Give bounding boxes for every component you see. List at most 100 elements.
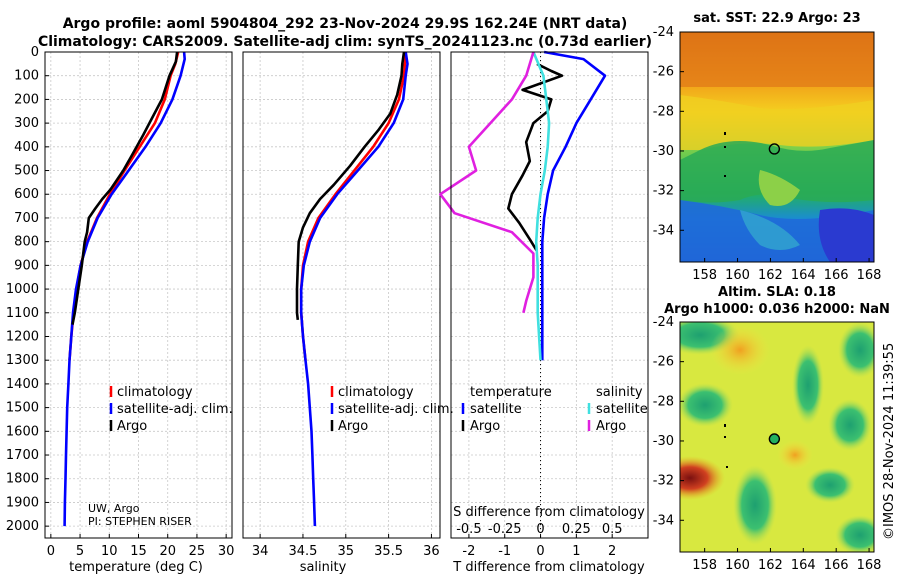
x-tick-label: 15 (130, 544, 147, 559)
x-tick-label: 20 (159, 544, 176, 559)
salinity-legend: climatology satellite-adj. clim. Argo (330, 385, 454, 434)
depth-tick-label: 1600 (6, 424, 39, 439)
series-climatology (299, 51, 407, 361)
panel-frame (242, 51, 441, 539)
legend-climatology-label: climatology (338, 385, 414, 400)
series-temperature-satellite (541, 50, 607, 361)
sla-map-title-1: Altim. SLA: 0.18 (718, 285, 836, 300)
lon-tick-label: 168 (857, 268, 882, 283)
salinity-axis-label: salinity (300, 560, 347, 575)
title-line-1: Argo profile: aoml 5904804_292 23-Nov-20… (63, 16, 628, 32)
depth-tick-label: 1800 (6, 472, 39, 487)
s-difference-tick-label: -0.5 (456, 522, 481, 537)
depth-tick-label: 1100 (6, 306, 39, 321)
legend-t-argo-label: Argo (470, 419, 500, 434)
depth-tick-label: 100 (14, 69, 39, 84)
lat-tick-label: -32 (653, 474, 674, 489)
depth-tick-label: 0 (31, 45, 39, 60)
s-difference-tick-label: 0.25 (562, 522, 591, 537)
sst-map-title: sat. SST: 22.9 Argo: 23 (693, 11, 860, 26)
panel-frame (450, 51, 649, 539)
x-tick-label: 1 (572, 544, 580, 559)
x-tick-label: 0 (47, 544, 55, 559)
sst-map: 158 160 162 164 166 168 -24 -26 -28 -30 -32 -34 (653, 25, 882, 283)
legend-satellite-label: satellite-adj. clim. (117, 402, 233, 417)
depth-tick-label: 1500 (6, 401, 39, 416)
lat-tick-label: -24 (653, 25, 674, 40)
lon-tick-label: 168 (857, 558, 882, 573)
lat-tick-label: -26 (653, 355, 674, 370)
x-tick-label: 35.5 (374, 544, 403, 559)
lon-tick-label: 162 (758, 268, 783, 283)
legend-argo-label: Argo (117, 419, 147, 434)
lat-tick-label: -30 (653, 144, 674, 159)
series-salinity-satellite (532, 51, 551, 361)
depth-tick-label: 500 (14, 164, 39, 179)
x-tick-label: 0 (536, 544, 544, 559)
s-difference-axis-label: S difference from climatology (453, 505, 645, 520)
series-satellite-adj-clim- (63, 51, 186, 527)
series-satellite-adj-clim- (299, 51, 409, 527)
lat-tick-label: -32 (653, 184, 674, 199)
depth-tick-label: 200 (14, 92, 39, 107)
lon-tick-label: 160 (725, 558, 750, 573)
x-tick-label: -1 (498, 544, 511, 559)
temperature-panel: 0 5 10 15 20 25 300100200300400500600700800900… (6, 45, 235, 559)
depth-tick-label: 1700 (6, 448, 39, 463)
depth-tick-label: 700 (14, 211, 39, 226)
argo-position-marker (768, 143, 781, 155)
s-difference-tick-label: 0.5 (602, 522, 623, 537)
credit-line-2: PI: STEPHEN RISER (88, 515, 192, 528)
legend-satellite-label: satellite-adj. clim. (338, 402, 454, 417)
x-tick-label: 30 (218, 544, 235, 559)
x-tick-label: 2 (608, 544, 616, 559)
lon-tick-label: 158 (692, 268, 717, 283)
legend-s-argo-label: Argo (596, 419, 626, 434)
x-tick-label: -2 (462, 544, 475, 559)
lat-tick-label: -26 (653, 65, 674, 80)
lon-tick-label: 162 (758, 558, 783, 573)
x-tick-label: 36 (423, 544, 440, 559)
sla-map: 158 160 162 164 166 168 -24 -26 -28 -30 -32 -34 (653, 315, 882, 573)
x-tick-label: 35 (338, 544, 355, 559)
depth-tick-label: 600 (14, 187, 39, 202)
series-argo (71, 51, 179, 325)
legend-argo-label: Argo (338, 419, 368, 434)
argo-position-marker (768, 433, 781, 445)
title-line-2: Climatology: CARS2009. Satellite-adj cli… (38, 34, 652, 50)
lat-tick-label: -28 (653, 104, 674, 119)
legend-climatology-label: climatology (117, 385, 193, 400)
imos-watermark: ©IMOS 28-Nov-2024 11:39:55 (882, 343, 897, 540)
legend-t-satellite-label: satellite (470, 402, 522, 417)
credit-line-1: UW, Argo (88, 502, 140, 515)
salinity-panel: 34 34.5 35 35.5 36 (242, 51, 441, 559)
lat-tick-label: -30 (653, 434, 674, 449)
lon-tick-label: 158 (692, 558, 717, 573)
s-difference-tick-label: 0 (536, 522, 544, 537)
depth-tick-label: 400 (14, 140, 39, 155)
x-tick-label: 34.5 (288, 544, 317, 559)
sla-map-title-2: Argo h1000: 0.036 h2000: NaN (664, 302, 890, 317)
depth-tick-label: 1200 (6, 329, 39, 344)
depth-tick-label: 1000 (6, 282, 39, 297)
depth-tick-label: 1300 (6, 353, 39, 368)
depth-tick-label: 1400 (6, 377, 39, 392)
x-tick-label: 34 (252, 544, 269, 559)
x-tick-label: 10 (101, 544, 118, 559)
legend-salinity-header: salinity (596, 385, 643, 400)
depth-tick-label: 2000 (6, 519, 39, 534)
series-salinity-argo (439, 51, 535, 314)
temperature-axis-label: temperature (deg C) (69, 560, 203, 575)
lon-tick-label: 166 (824, 268, 849, 283)
legend-temperature-header: temperature (470, 385, 552, 400)
lon-tick-label: 166 (824, 558, 849, 573)
temperature-legend: climatology satellite-adj. clim. Argo (109, 385, 233, 434)
difference-legend: temperature satellite Argo salinity sate… (461, 385, 648, 434)
series-argo (295, 51, 406, 321)
depth-tick-label: 1900 (6, 495, 39, 510)
lon-tick-label: 164 (791, 268, 816, 283)
lat-tick-label: -34 (653, 513, 674, 528)
depth-tick-label: 300 (14, 116, 39, 131)
x-tick-label: 5 (76, 544, 84, 559)
lat-tick-label: -24 (653, 315, 674, 330)
